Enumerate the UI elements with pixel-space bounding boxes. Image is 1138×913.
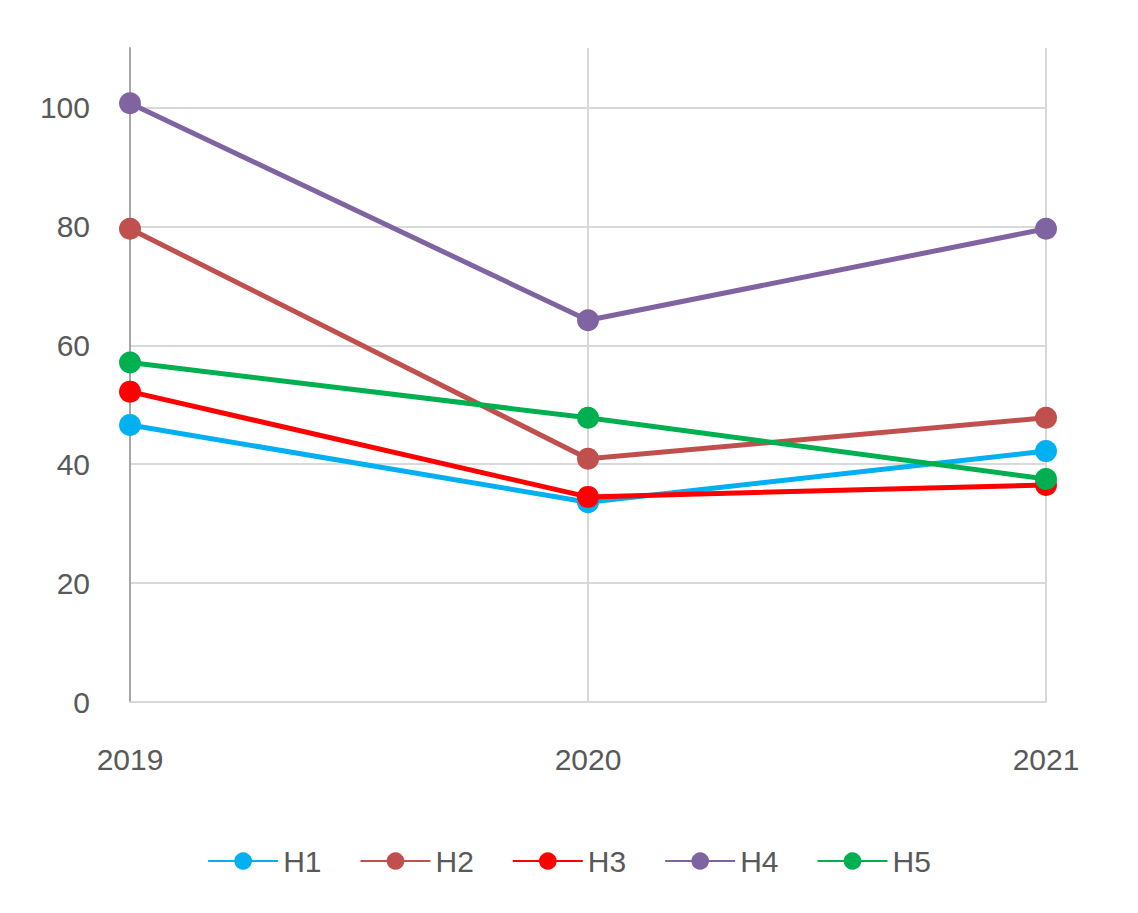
- svg-text:20: 20: [57, 567, 90, 600]
- svg-text:H2: H2: [435, 845, 473, 878]
- svg-text:H1: H1: [283, 845, 321, 878]
- svg-text:2019: 2019: [97, 743, 164, 776]
- svg-text:2020: 2020: [555, 743, 622, 776]
- svg-text:60: 60: [57, 329, 90, 362]
- svg-text:H3: H3: [588, 845, 626, 878]
- svg-text:100: 100: [40, 91, 90, 124]
- svg-text:80: 80: [57, 210, 90, 243]
- svg-text:H5: H5: [893, 845, 931, 878]
- svg-text:40: 40: [57, 448, 90, 481]
- svg-text:2021: 2021: [1013, 743, 1080, 776]
- svg-text:H4: H4: [740, 845, 778, 878]
- svg-text:0: 0: [73, 686, 90, 719]
